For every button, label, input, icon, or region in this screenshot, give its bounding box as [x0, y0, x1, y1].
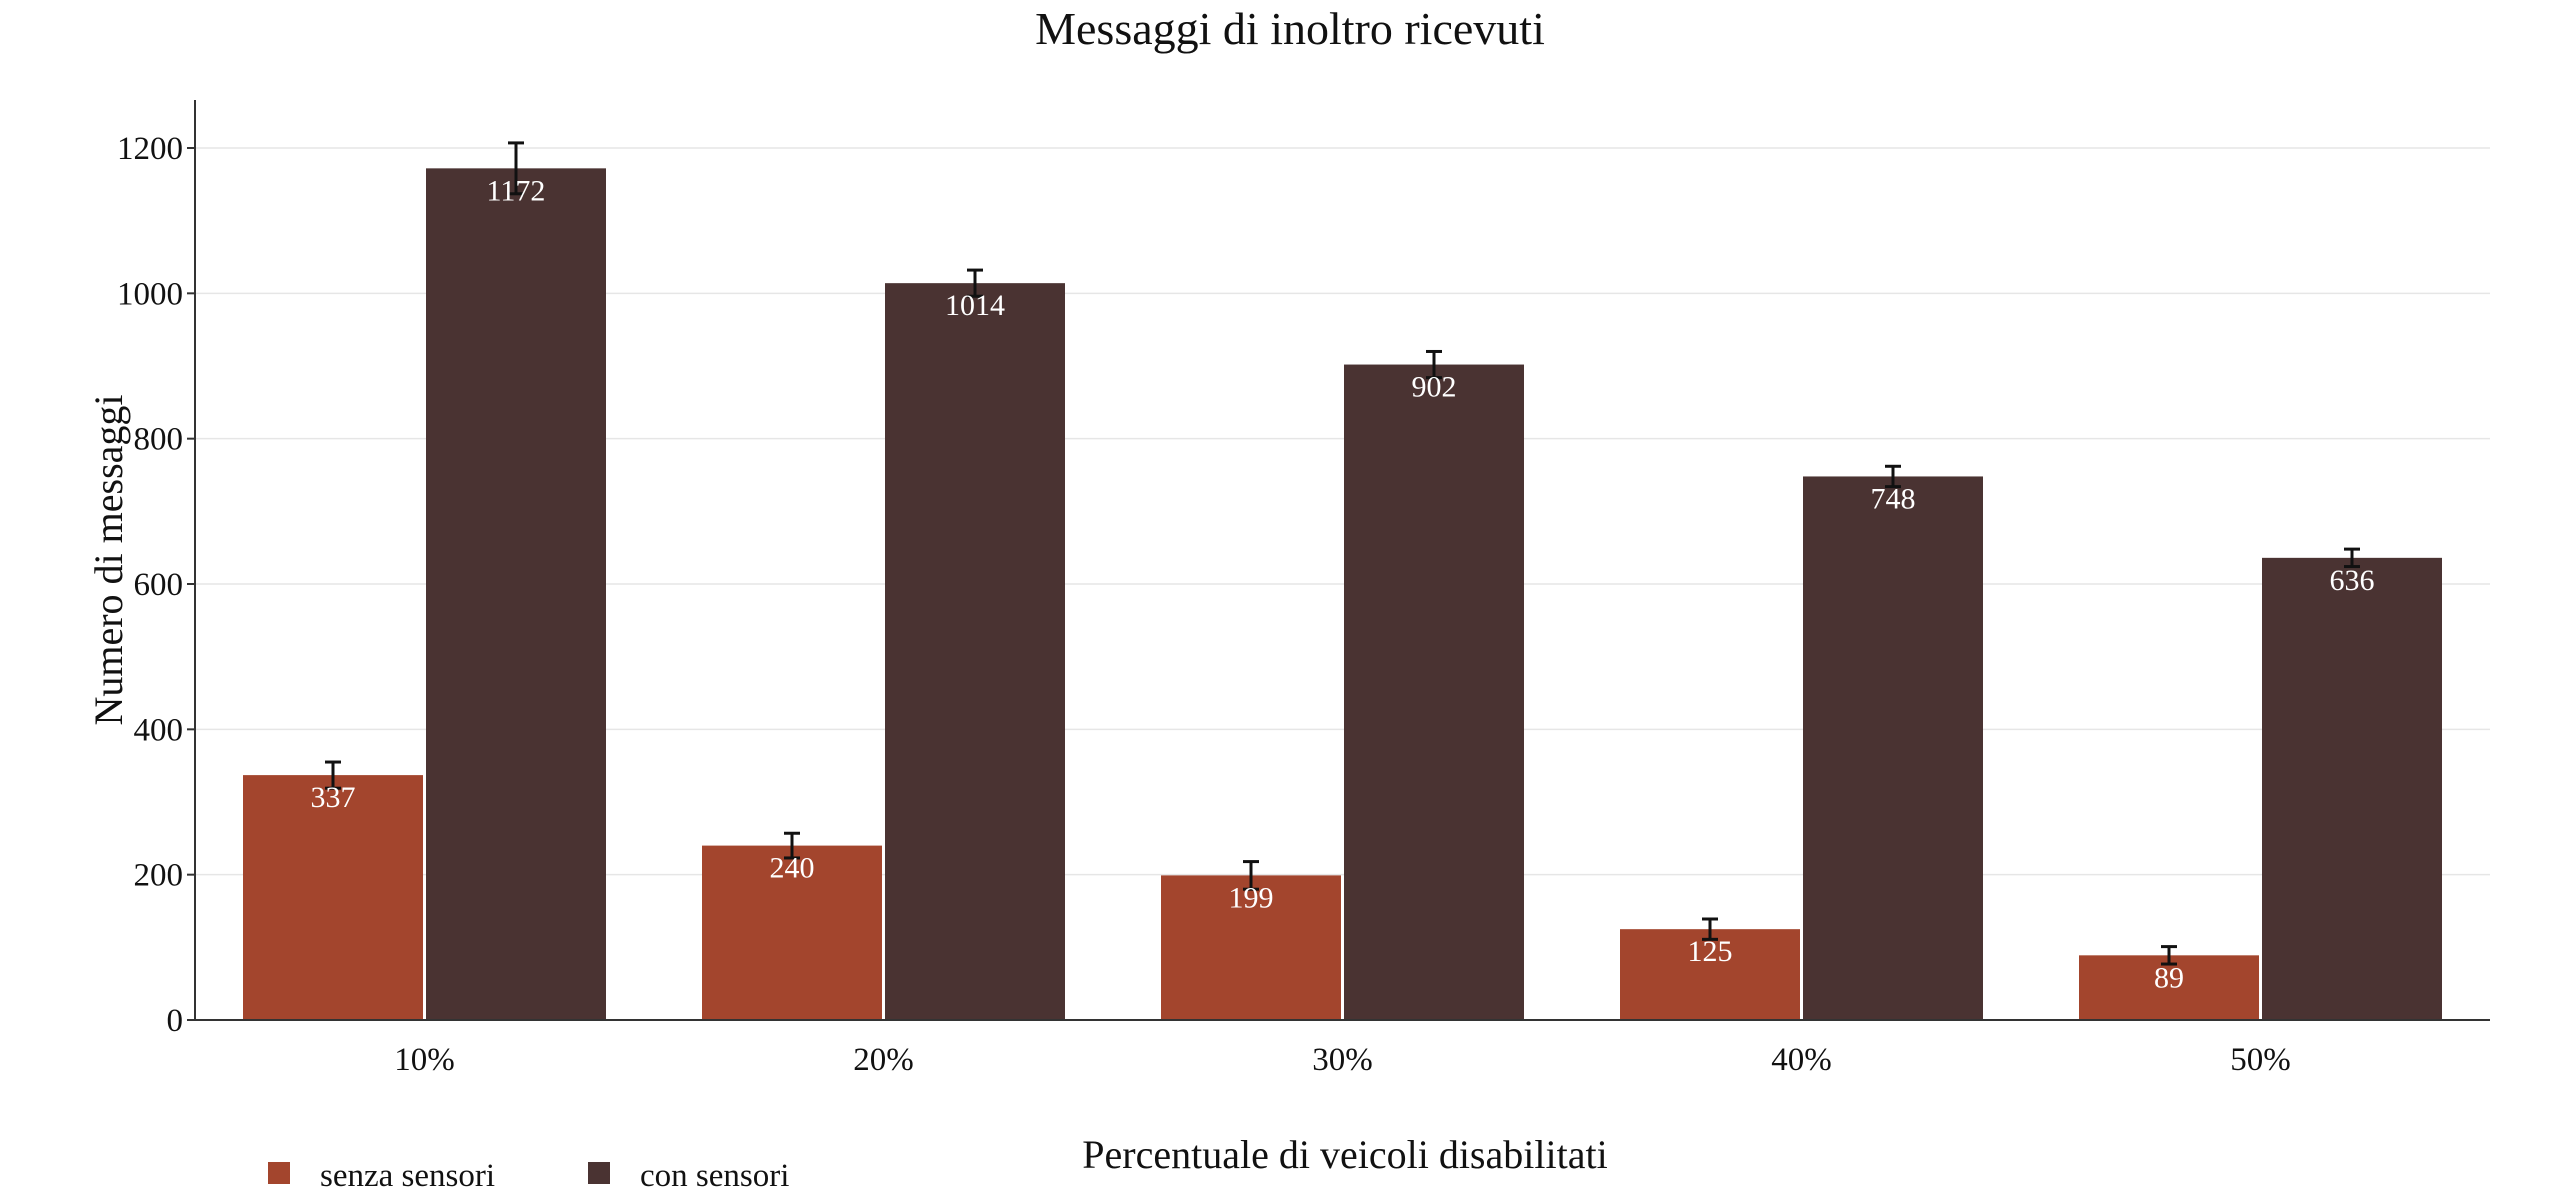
x-tick-label: 40% — [1771, 1042, 1832, 1078]
chart-title: Messaggi di inoltro ricevuti — [1035, 3, 1545, 54]
x-tick-label: 50% — [2230, 1042, 2291, 1078]
bar — [1161, 875, 1341, 1020]
bars: 337 1172 240 1014 199 902 125 748 89 636 — [243, 141, 2442, 1021]
data-label: 89 — [2154, 961, 2184, 994]
legend: senza sensori con sensori — [268, 1158, 789, 1194]
bar — [1344, 364, 1524, 1021]
axes: 0 200 400 600 800 1000 1200 10% 20% 30% 40% 50% — [117, 100, 2490, 1078]
legend-label: senza sensori — [320, 1158, 495, 1194]
y-tick-label: 0 — [167, 1003, 184, 1039]
bar — [243, 775, 423, 1020]
bar — [1803, 476, 1983, 1020]
legend-swatch — [268, 1162, 290, 1184]
data-label: 1014 — [945, 289, 1005, 322]
legend-item: con sensori — [588, 1158, 789, 1194]
y-axis-label: Numero di messaggi — [86, 394, 131, 725]
data-label: 748 — [1871, 482, 1916, 515]
bar — [885, 283, 1065, 1020]
y-tick-label: 800 — [134, 422, 184, 458]
y-tick-label: 400 — [134, 712, 184, 748]
bar — [2262, 557, 2442, 1020]
legend-label: con sensori — [640, 1158, 789, 1194]
y-tick-label: 1000 — [117, 276, 183, 312]
data-label: 1172 — [487, 174, 546, 207]
data-label: 902 — [1412, 371, 1457, 404]
legend-swatch — [588, 1162, 610, 1184]
x-axis-label: Percentuale di veicoli disabilitati — [1082, 1132, 1607, 1177]
legend-item: senza sensori — [268, 1158, 495, 1194]
y-tick-label: 200 — [134, 858, 184, 894]
y-tick-label: 1200 — [117, 131, 183, 167]
data-label: 199 — [1229, 881, 1274, 914]
y-tick-label: 600 — [134, 567, 184, 603]
x-tick-label: 20% — [853, 1042, 914, 1078]
data-label: 125 — [1688, 935, 1733, 968]
bar — [702, 845, 882, 1020]
bar — [2079, 955, 2259, 1020]
bar — [1620, 929, 1800, 1020]
bar — [426, 168, 606, 1020]
data-label: 240 — [770, 852, 815, 885]
data-label: 337 — [311, 781, 356, 814]
data-label: 636 — [2330, 564, 2375, 597]
x-tick-label: 30% — [1312, 1042, 1373, 1078]
x-tick-label: 10% — [394, 1042, 455, 1078]
